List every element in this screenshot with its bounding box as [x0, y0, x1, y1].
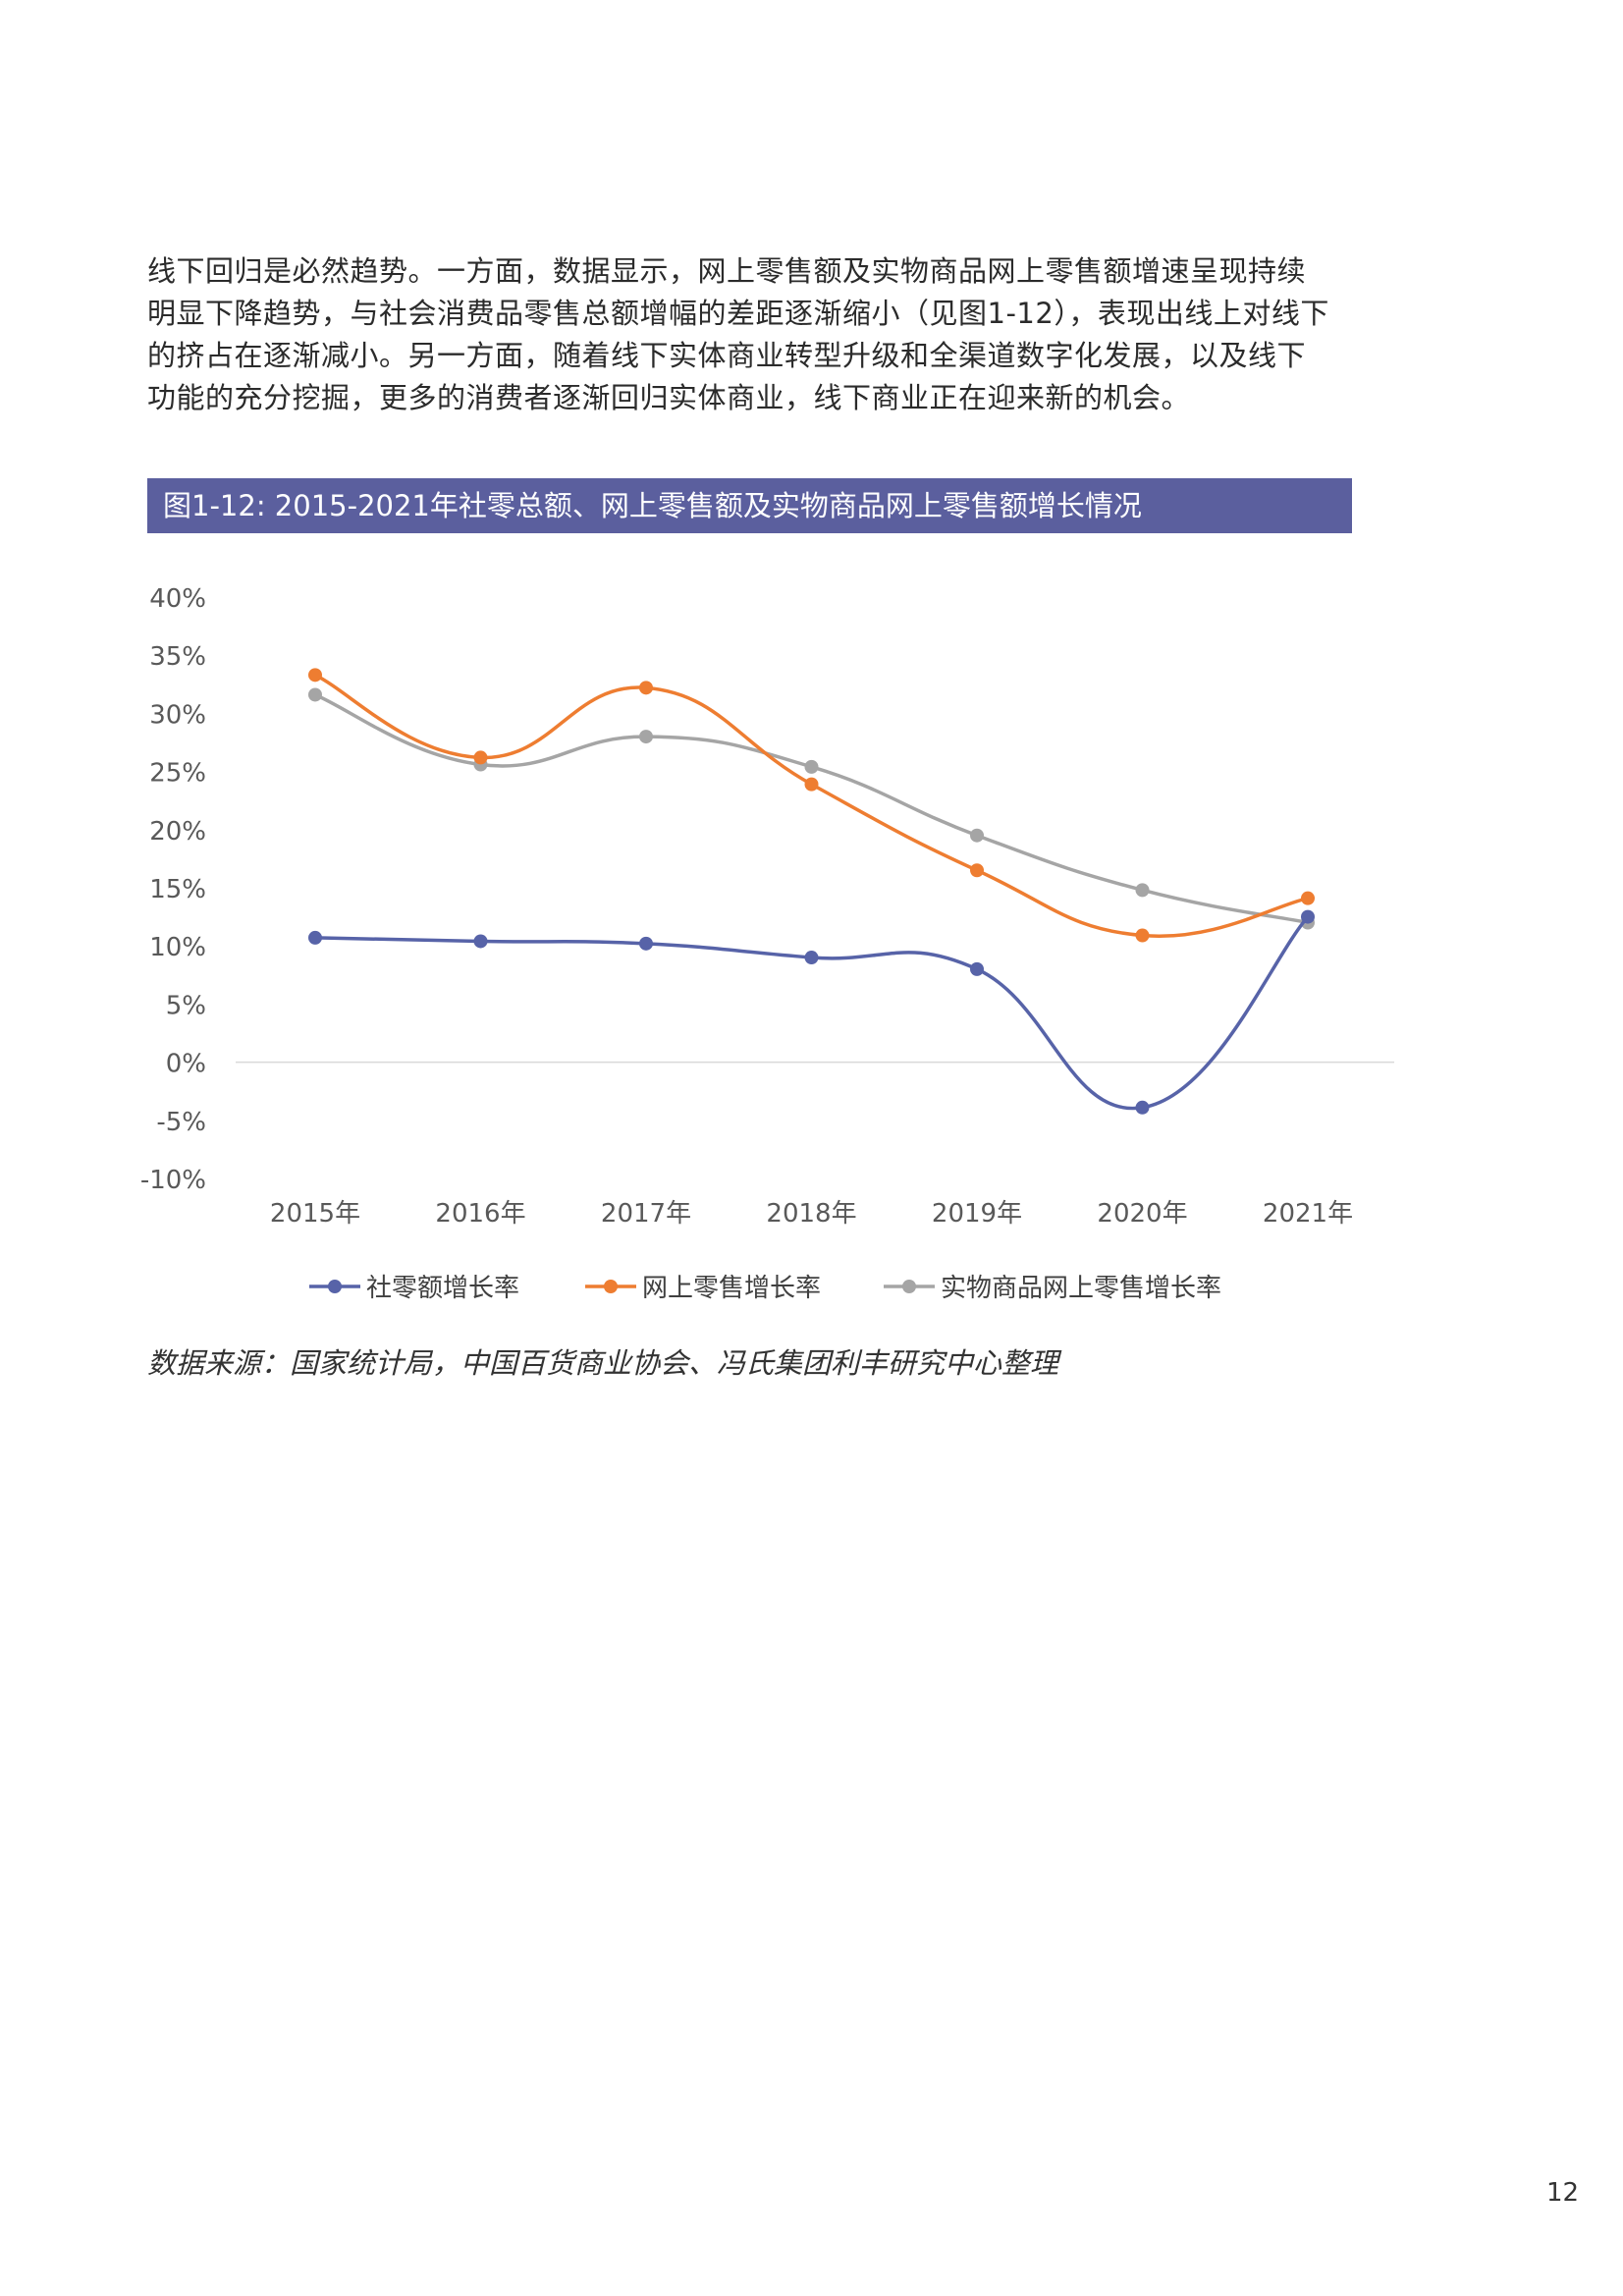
- data-source-note: 数据来源：国家统计局，中国百货商业协会、冯氏集团利丰研究中心整理: [147, 1346, 1059, 1380]
- y-tick-label: -10%: [140, 1166, 206, 1195]
- data-point: [1135, 1100, 1150, 1115]
- y-tick-label: 30%: [149, 700, 206, 730]
- x-tick-label: 2016年: [435, 1199, 525, 1229]
- data-point: [970, 828, 984, 843]
- data-point: [970, 863, 984, 878]
- figure-title-banner: 图1-12: 2015-2021年社零总额、网上零售额及实物商品网上零售额增长情…: [147, 478, 1352, 533]
- y-tick-label: 40%: [149, 584, 206, 614]
- data-point: [639, 681, 653, 695]
- data-point: [639, 936, 653, 951]
- data-point: [308, 687, 322, 702]
- y-tick-label: 35%: [149, 642, 206, 672]
- data-point: [970, 961, 984, 976]
- data-point: [804, 759, 819, 774]
- data-point: [308, 930, 322, 945]
- x-tick-label: 2015年: [270, 1199, 360, 1229]
- chart-svg: 40% 35% 30% 25% 20% 15% 10% 5% 0% -5% -10% 2015年 201…: [140, 584, 1394, 1303]
- data-point: [804, 951, 819, 965]
- line-chart: 40% 35% 30% 25% 20% 15% 10% 5% 0% -5% -10% 2015年 201…: [128, 570, 1404, 1316]
- data-point: [1135, 883, 1150, 898]
- data-point: [1301, 909, 1315, 924]
- data-point: [1135, 928, 1150, 943]
- y-tick-label: 20%: [149, 817, 206, 847]
- y-tick-label: -5%: [156, 1108, 206, 1137]
- y-tick-label: 0%: [166, 1050, 206, 1079]
- x-tick-label: 2021年: [1263, 1199, 1353, 1229]
- series-line: [313, 914, 1310, 1111]
- intro-paragraph: 线下回归是必然趋势。一方面，数据显示，网上零售额及实物商品网上零售额增速呈现持续…: [147, 250, 1355, 419]
- series-line: [313, 673, 1310, 939]
- data-point: [1301, 891, 1315, 905]
- intro-line: 明显下降趋势，与社会消费品零售总额增幅的差距逐渐缩小（见图1-12），表现出线上…: [147, 297, 1329, 330]
- y-tick-label: 15%: [149, 875, 206, 904]
- x-tick-label: 2017年: [601, 1199, 691, 1229]
- y-tick-label: 10%: [149, 933, 206, 962]
- intro-line: 线下回归是必然趋势。一方面，数据显示，网上零售额及实物商品网上零售额增速呈现持续: [147, 254, 1307, 288]
- legend-marker: [902, 1280, 916, 1293]
- series-line: [313, 692, 1310, 925]
- legend-label: 实物商品网上零售增长率: [941, 1274, 1221, 1303]
- legend-label: 网上零售增长率: [642, 1274, 821, 1303]
- data-point: [639, 730, 653, 744]
- x-tick-label: 2018年: [766, 1199, 856, 1229]
- data-point: [308, 668, 322, 683]
- y-tick-label: 5%: [166, 991, 206, 1020]
- page-number: 12: [1546, 2178, 1580, 2208]
- x-tick-label: 2020年: [1097, 1199, 1187, 1229]
- intro-line: 功能的充分挖掘，更多的消费者逐渐回归实体商业，线下商业正在迎来新的机会。: [147, 381, 1191, 414]
- x-tick-label: 2019年: [932, 1199, 1022, 1229]
- y-tick-label: 25%: [149, 759, 206, 789]
- legend-label: 社零额增长率: [366, 1274, 519, 1303]
- data-point: [804, 777, 819, 792]
- data-point: [473, 750, 488, 765]
- data-point: [473, 934, 488, 949]
- legend-marker: [328, 1280, 342, 1293]
- intro-line: 的挤占在逐渐减小。另一方面，随着线下实体商业转型升级和全渠道数字化发展，以及线下: [147, 339, 1307, 372]
- legend-marker: [604, 1280, 618, 1293]
